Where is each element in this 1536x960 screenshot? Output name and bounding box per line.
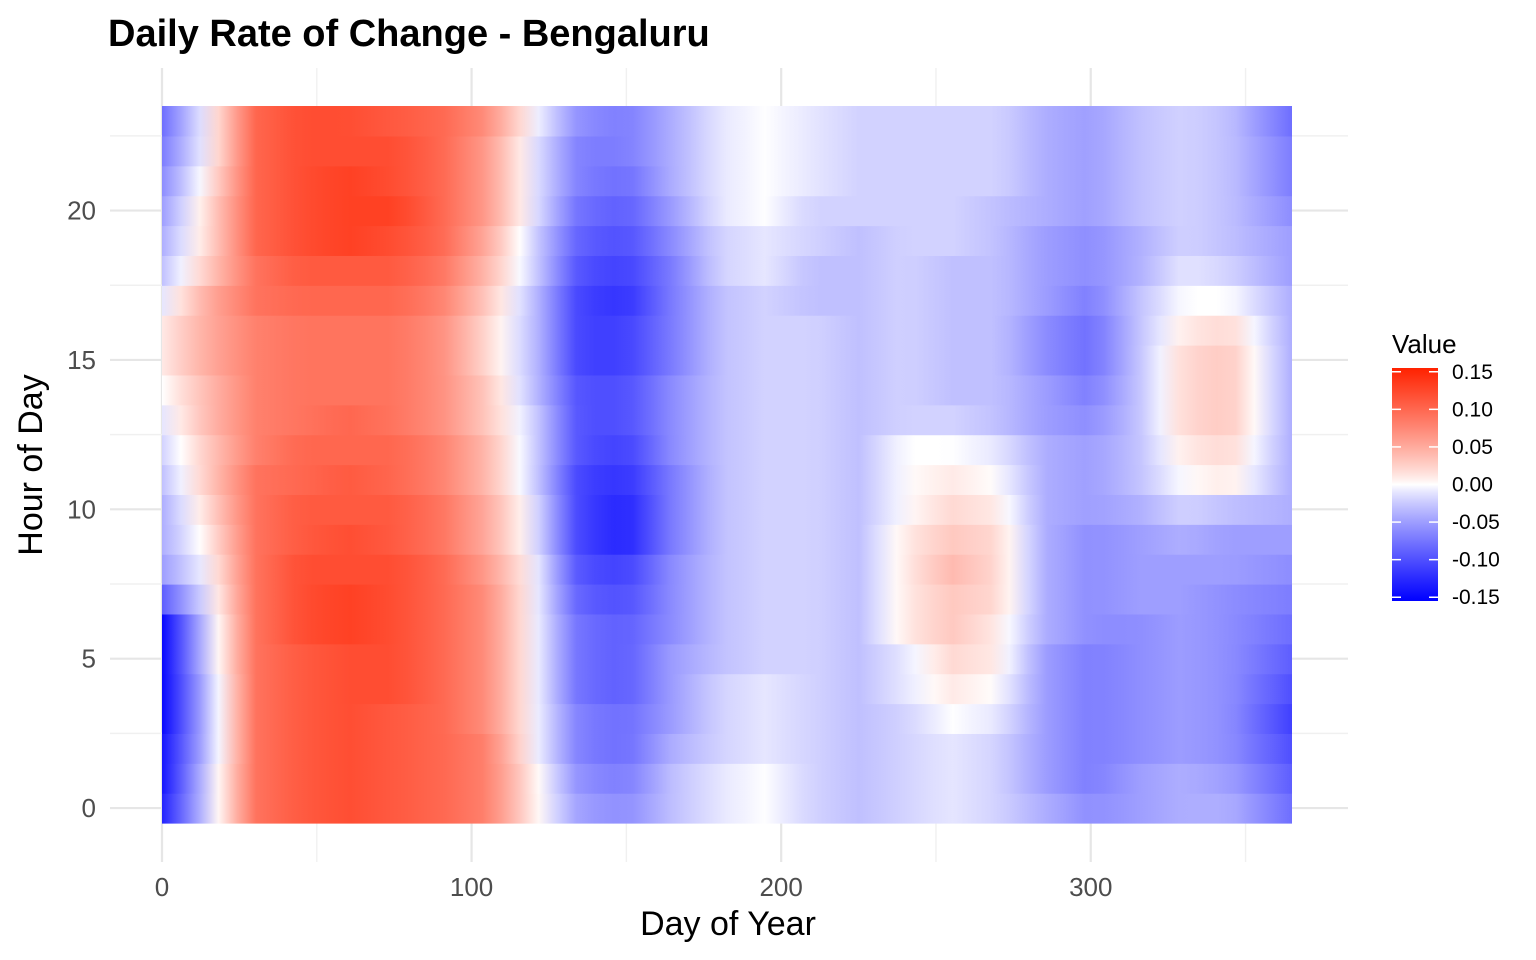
legend-tick-label: -0.05 (1452, 511, 1500, 534)
y-tick-label: 0 (82, 793, 96, 823)
chart-title: Daily Rate of Change - Bengaluru (108, 13, 710, 55)
y-tick-label: 20 (67, 196, 96, 226)
heatmap-row-hour-9 (162, 524, 1292, 555)
heatmap-row-hour-21 (162, 165, 1292, 197)
heatmap-row-hour-18 (162, 255, 1292, 286)
x-tick-label: 100 (450, 872, 493, 902)
color-legend: Value 0.15 0.10 0.05 0.00 -0.05 -0.10 -0.15 (1392, 329, 1500, 609)
heatmap-row-hour-16 (162, 315, 1292, 346)
heatmap-row-hour-6 (162, 613, 1292, 645)
heatmap-row-hour-0 (162, 793, 1292, 824)
y-tick-label: 5 (82, 644, 96, 674)
heatmap-row-hour-3 (162, 703, 1292, 734)
y-axis-title: Hour of Day (12, 374, 50, 555)
heatmap-row-hour-5 (162, 643, 1292, 675)
x-tick-label: 200 (759, 872, 802, 902)
heatmap-row-hour-2 (162, 733, 1292, 764)
heatmap-row-hour-13 (162, 404, 1292, 436)
legend-ticks: 0.15 0.10 0.05 0.00 -0.05 -0.10 -0.15 (1392, 361, 1500, 609)
heatmap-row-hour-23 (162, 106, 1292, 137)
heatmap-row-hour-15 (162, 345, 1292, 376)
x-tick-label: 300 (1069, 872, 1112, 902)
legend-tick-label: 0.05 (1452, 436, 1493, 459)
heatmap-row-hour-19 (162, 225, 1292, 256)
heatmap-row-hour-4 (162, 673, 1292, 705)
heatmap-row-hour-7 (162, 584, 1292, 615)
heatmap-row-hour-12 (162, 434, 1292, 466)
y-axis-ticks: 0 5 10 15 20 (67, 196, 96, 824)
heatmap-row-hour-20 (162, 195, 1292, 227)
x-axis-title: Day of Year (640, 905, 816, 943)
heatmap-row-hour-10 (162, 494, 1292, 525)
legend-tick-label: -0.10 (1452, 549, 1500, 572)
heatmap-row-hour-1 (162, 763, 1292, 794)
y-tick-label: 10 (67, 494, 96, 524)
legend-tick-label: 0.10 (1452, 398, 1493, 421)
heatmap-row-hour-8 (162, 554, 1292, 585)
heatmap-row-hour-22 (162, 135, 1292, 167)
y-tick-label: 15 (67, 345, 96, 375)
x-tick-label: 0 (155, 872, 169, 902)
heatmap-row-hour-11 (162, 464, 1292, 495)
x-axis-ticks: 0 100 200 300 (155, 872, 1113, 902)
legend-tick-label: 0.00 (1452, 474, 1493, 497)
heatmap-row-hour-14 (162, 374, 1292, 406)
legend-tick-label: -0.15 (1452, 586, 1500, 609)
heatmap-row-hour-17 (162, 285, 1292, 316)
heatmap-tiles (162, 106, 1292, 824)
legend-tick-label: 0.15 (1452, 361, 1493, 384)
legend-title: Value (1392, 329, 1457, 359)
